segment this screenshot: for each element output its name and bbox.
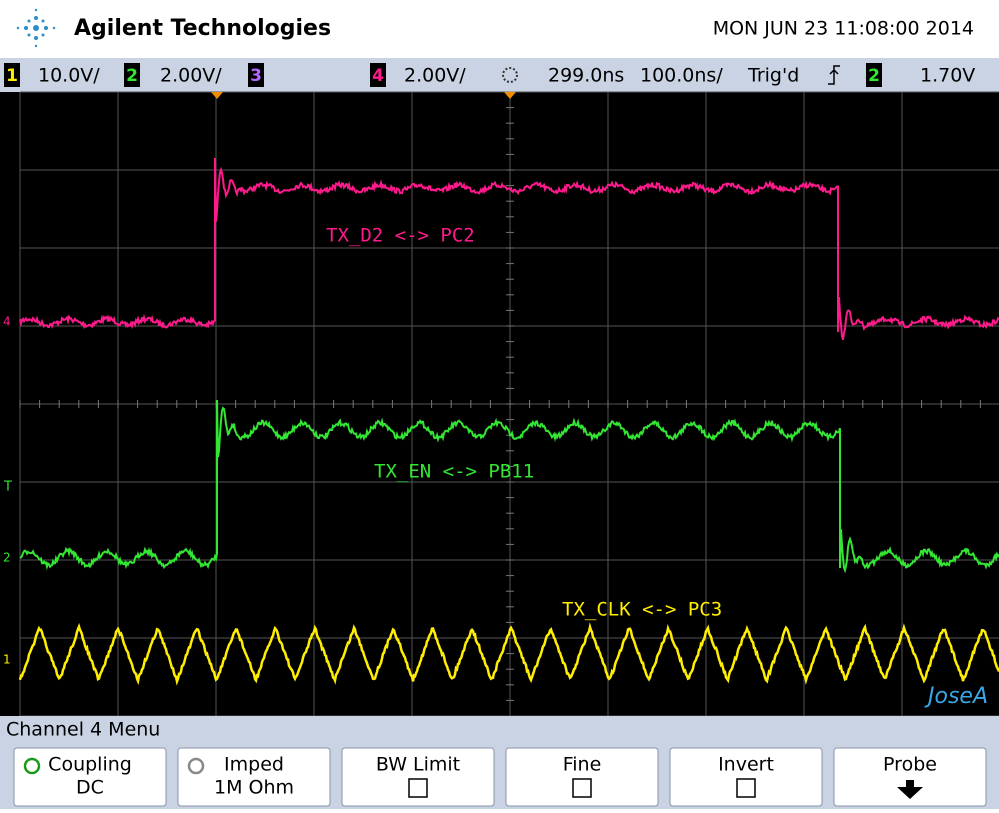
edge-icon xyxy=(828,65,840,85)
cycle-icon xyxy=(23,757,41,775)
trace-label: TX_EN <-> PB11 xyxy=(374,461,534,483)
checkbox xyxy=(408,778,428,798)
datetime: MON JUN 23 11:08:00 2014 xyxy=(713,18,974,40)
acquire-icon xyxy=(502,67,518,83)
trace-label: TX_D2 <-> PC2 xyxy=(326,225,475,247)
softkey[interactable] xyxy=(341,747,495,807)
softkey-value: DC xyxy=(76,777,104,799)
softkey-label: Probe xyxy=(883,754,937,776)
checkbox xyxy=(572,778,592,798)
delay: 299.0ns xyxy=(548,65,624,87)
watermark: JoseA xyxy=(924,684,988,709)
trigger-status: Trig'd xyxy=(747,65,799,87)
channel-box xyxy=(124,63,140,87)
status-bar xyxy=(0,58,999,92)
delay-reference xyxy=(504,92,516,99)
timebase: 100.0ns/ xyxy=(640,65,723,87)
checkbox xyxy=(736,778,756,798)
channel-number: 4 xyxy=(372,66,384,86)
arrow-icon xyxy=(897,780,923,799)
trigger-marker: T xyxy=(3,480,12,495)
softkey[interactable] xyxy=(669,747,823,807)
channel-box xyxy=(248,63,264,87)
softkey-label: BW Limit xyxy=(376,754,460,776)
cycle-icon xyxy=(187,757,205,775)
channel-scale: 10.0V/ xyxy=(38,65,100,87)
waveform xyxy=(19,157,999,340)
softkey[interactable] xyxy=(833,747,987,807)
softkey-label: Coupling xyxy=(48,754,132,776)
channel-marker: 1 xyxy=(3,653,11,667)
trigger-position xyxy=(211,92,223,99)
traces xyxy=(18,157,999,686)
trace-label: TX_CLK <-> PC3 xyxy=(562,599,722,621)
softkey[interactable] xyxy=(177,747,331,807)
softkey-label: Imped xyxy=(224,754,284,776)
channel-marker: 2 xyxy=(3,551,11,565)
channel-box xyxy=(370,63,386,87)
brand: Agilent Technologies xyxy=(74,16,331,41)
logo xyxy=(16,8,56,48)
channel-number: 3 xyxy=(250,66,262,86)
softkey-label: Invert xyxy=(718,754,774,776)
menu-title: Channel 4 Menu xyxy=(6,719,160,741)
status-items: 1 10.0V/2 2.00V/3 4 2.00V/299.0ns 100.0ns/Tri… xyxy=(4,63,975,87)
header-bar xyxy=(0,0,999,58)
channel-scale: 2.00V/ xyxy=(404,65,466,87)
trigger-level: 1.70V xyxy=(920,65,975,87)
softkey-label: Fine xyxy=(563,754,602,776)
softkey-value: 1M Ohm xyxy=(214,777,294,799)
channel-number: 1 xyxy=(6,66,18,86)
channel-box xyxy=(4,63,20,87)
trigger-channel: 2 xyxy=(868,66,880,86)
softkey[interactable] xyxy=(13,747,167,807)
channel-marker: 4 xyxy=(3,315,11,329)
waveform xyxy=(19,399,999,574)
channel-scale: 2.00V/ xyxy=(160,65,222,87)
channel-box xyxy=(866,63,882,87)
softkey[interactable] xyxy=(505,747,659,807)
channel-number: 2 xyxy=(126,66,138,86)
waveform xyxy=(18,622,999,686)
